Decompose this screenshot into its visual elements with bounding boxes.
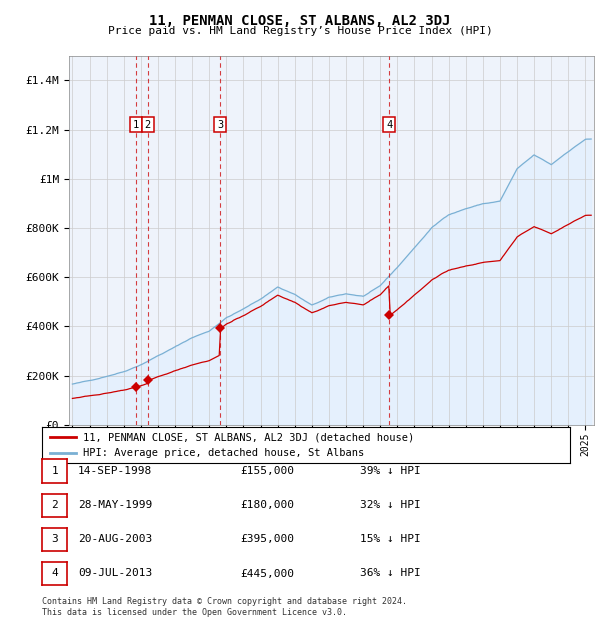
Text: 4: 4: [51, 569, 58, 578]
Text: 3: 3: [51, 534, 58, 544]
Text: £395,000: £395,000: [240, 534, 294, 544]
Text: 2: 2: [145, 120, 151, 130]
Text: 36% ↓ HPI: 36% ↓ HPI: [360, 569, 421, 578]
Text: 20-AUG-2003: 20-AUG-2003: [78, 534, 152, 544]
Text: 11, PENMAN CLOSE, ST ALBANS, AL2 3DJ: 11, PENMAN CLOSE, ST ALBANS, AL2 3DJ: [149, 14, 451, 28]
Text: £180,000: £180,000: [240, 500, 294, 510]
Text: 1: 1: [51, 466, 58, 476]
Text: 32% ↓ HPI: 32% ↓ HPI: [360, 500, 421, 510]
Text: £445,000: £445,000: [240, 569, 294, 578]
Text: 11, PENMAN CLOSE, ST ALBANS, AL2 3DJ (detached house): 11, PENMAN CLOSE, ST ALBANS, AL2 3DJ (de…: [83, 432, 415, 442]
Text: Price paid vs. HM Land Registry’s House Price Index (HPI): Price paid vs. HM Land Registry’s House …: [107, 26, 493, 36]
Text: 39% ↓ HPI: 39% ↓ HPI: [360, 466, 421, 476]
Text: 4: 4: [386, 120, 392, 130]
Text: 1: 1: [133, 120, 139, 130]
Text: 3: 3: [217, 120, 223, 130]
Text: Contains HM Land Registry data © Crown copyright and database right 2024.
This d: Contains HM Land Registry data © Crown c…: [42, 598, 407, 617]
Text: 28-MAY-1999: 28-MAY-1999: [78, 500, 152, 510]
Text: 09-JUL-2013: 09-JUL-2013: [78, 569, 152, 578]
Text: 14-SEP-1998: 14-SEP-1998: [78, 466, 152, 476]
Text: 15% ↓ HPI: 15% ↓ HPI: [360, 534, 421, 544]
Text: 2: 2: [51, 500, 58, 510]
Text: £155,000: £155,000: [240, 466, 294, 476]
Text: HPI: Average price, detached house, St Albans: HPI: Average price, detached house, St A…: [83, 448, 364, 458]
